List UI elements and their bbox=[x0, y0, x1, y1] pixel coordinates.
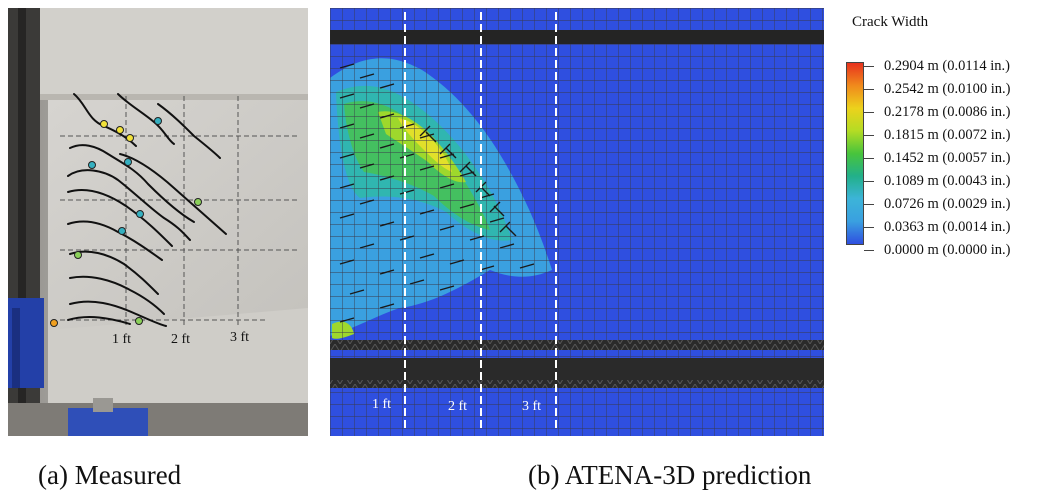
legend-label: 0.2178 m (0.0086 in.) bbox=[884, 104, 1011, 120]
beam-web bbox=[48, 100, 308, 330]
bearing-plate bbox=[93, 398, 113, 412]
caption-prediction: (b) ATENA-3D prediction bbox=[528, 460, 812, 490]
stand-leg bbox=[12, 308, 20, 388]
bottom-rebar bbox=[330, 358, 824, 380]
legend-label: 0.1089 m (0.0043 in.) bbox=[884, 173, 1011, 189]
legend-tick bbox=[864, 250, 874, 251]
legend-title: Crack Width bbox=[852, 14, 929, 30]
flange-edge bbox=[40, 94, 308, 100]
photo-label-3ft: 3 ft bbox=[230, 330, 249, 345]
legend-tick bbox=[864, 112, 874, 113]
legend-tick bbox=[864, 227, 874, 228]
sim-label-3ft: 3 ft bbox=[522, 399, 541, 414]
legend-label: 0.0363 m (0.0014 in.) bbox=[884, 219, 1011, 235]
predicted-crack-marks bbox=[339, 63, 535, 323]
measurement-grid bbox=[60, 96, 300, 328]
legend-tick bbox=[864, 181, 874, 182]
legend-label: 0.0726 m (0.0029 in.) bbox=[884, 196, 1011, 212]
bottom-rebar-upper bbox=[330, 340, 824, 350]
photo-canvas: 1 ft 2 ft 3 ft bbox=[8, 8, 308, 436]
floor-support bbox=[68, 408, 148, 436]
legend-tick bbox=[864, 158, 874, 159]
floor bbox=[8, 403, 308, 436]
sim-label-1ft: 1 ft bbox=[372, 397, 391, 412]
legend-label: 0.2542 m (0.0100 in.) bbox=[884, 81, 1011, 97]
distance-reference-lines bbox=[404, 12, 557, 432]
legend-tick bbox=[864, 89, 874, 90]
atena-prediction-plot: 1 ft 2 ft 3 ft bbox=[330, 8, 824, 436]
crack-gauge-points bbox=[50, 117, 202, 327]
caption-measured: (a) Measured bbox=[38, 460, 182, 490]
legend-tick bbox=[864, 204, 874, 205]
legend-label: 0.1815 m (0.0072 in.) bbox=[884, 127, 1011, 143]
legend-label: 0.0000 m (0.0000 in.) bbox=[884, 242, 1011, 258]
top-rebar bbox=[330, 30, 824, 44]
fe-canvas: 1 ft 2 ft 3 ft bbox=[330, 8, 824, 436]
bottom-rebar-lower bbox=[330, 380, 824, 388]
top-flange bbox=[40, 8, 308, 100]
legend-label: 0.2904 m (0.0114 in.) bbox=[884, 58, 1010, 74]
frame-column bbox=[18, 8, 26, 436]
sim-label-2ft: 2 ft bbox=[448, 399, 467, 414]
photo-label-2ft: 2 ft bbox=[171, 332, 190, 347]
legend-tick bbox=[864, 135, 874, 136]
measured-crack-photo: 1 ft 2 ft 3 ft bbox=[8, 8, 308, 436]
legend-tick bbox=[864, 66, 874, 67]
legend-color-bar bbox=[846, 62, 864, 245]
photo-label-1ft: 1 ft bbox=[112, 332, 131, 347]
legend-label: 0.1452 m (0.0057 in.) bbox=[884, 150, 1011, 166]
crack-width-legend: Crack Width 0.2904 m (0.0114 in.) 0.2542 … bbox=[846, 14, 1045, 258]
